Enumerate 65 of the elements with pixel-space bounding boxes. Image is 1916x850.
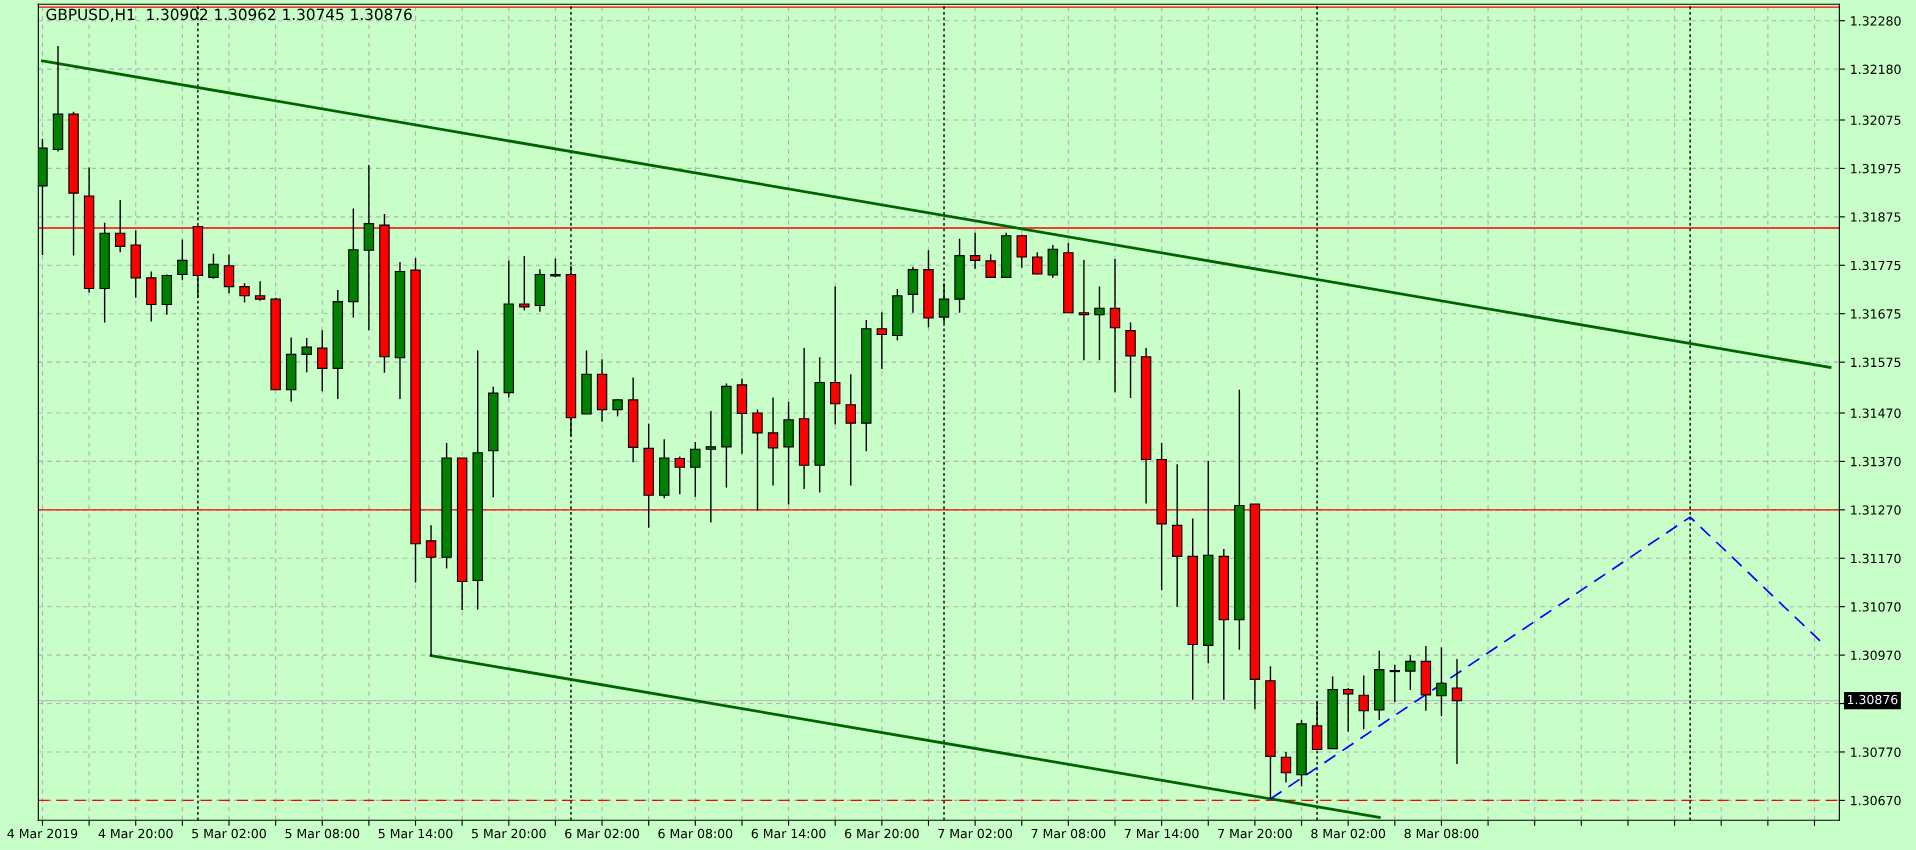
candlestick (1436, 646, 1447, 717)
candlestick (705, 410, 717, 524)
x-tick-label: 7 Mar 02:00 (938, 828, 1013, 839)
candlestick (1451, 658, 1463, 765)
candlestick (1389, 664, 1401, 703)
candlestick (254, 280, 266, 302)
candlestick (690, 441, 701, 498)
x-tick-label: 5 Mar 20:00 (472, 828, 546, 839)
y-tick-label: 1.31070 (1851, 602, 1901, 612)
candlestick (177, 238, 188, 281)
x-tick-label: 7 Mar 14:00 (1124, 828, 1199, 839)
chart-title: GBPUSD,H1 1.30902 1.30962 1.30745 1.30876 (46, 8, 412, 22)
candlestick (519, 255, 530, 312)
ref-line-label: 1.30876 (1847, 694, 1898, 705)
candlestick (1094, 285, 1105, 361)
candlestick (969, 232, 981, 270)
y-tick-label: 1.31370 (1851, 456, 1901, 467)
x-tick-label: 4 Mar 2019 (7, 828, 78, 839)
y-tick-label: 1.31270 (1851, 505, 1901, 515)
candlestick (1280, 751, 1292, 784)
x-tick-label: 8 Mar 02:00 (1311, 828, 1386, 839)
y-tick-label: 1.31675 (1851, 309, 1901, 319)
x-tick-label: 5 Mar 14:00 (378, 828, 453, 839)
candlestick (317, 329, 328, 392)
candlestick (985, 253, 996, 279)
candlestick (829, 285, 841, 426)
x-tick-label: 5 Mar 02:00 (192, 828, 266, 839)
candlestick (239, 282, 250, 304)
candlestick (301, 337, 312, 373)
x-tick-label: 6 Mar 14:00 (751, 828, 826, 839)
candlestick (425, 524, 437, 657)
candlestick (674, 455, 685, 496)
y-tick-label: 1.31575 (1851, 357, 1901, 368)
y-tick-label: 1.31875 (1851, 212, 1901, 222)
x-tick-label: 6 Mar 08:00 (658, 828, 733, 839)
x-tick-label: 6 Mar 20:00 (844, 828, 919, 839)
candlestick (1016, 234, 1027, 269)
x-tick-label: 8 Mar 08:00 (1404, 828, 1479, 839)
x-tick-label: 4 Mar 20:00 (98, 828, 173, 839)
y-tick-label: 1.31470 (1851, 408, 1901, 418)
y-tick-label: 1.30770 (1851, 747, 1901, 757)
y-tick-label: 1.31170 (1851, 553, 1901, 564)
x-tick-label: 6 Mar 02:00 (565, 828, 639, 839)
candlestick (876, 311, 888, 370)
candlestick (1358, 674, 1369, 730)
candlestick (845, 373, 856, 487)
candlestick (223, 253, 235, 295)
y-tick-label: 1.30970 (1851, 650, 1901, 661)
candlestick (1405, 654, 1416, 691)
candlestick (1032, 251, 1043, 276)
x-tick-label: 5 Mar 08:00 (285, 828, 360, 839)
candlestick (1342, 687, 1354, 733)
candlestick (1109, 258, 1121, 393)
x-tick-label: 7 Mar 20:00 (1218, 828, 1292, 839)
x-tick-label: 7 Mar 08:00 (1031, 828, 1106, 839)
y-tick-label: 1.31775 (1851, 260, 1901, 271)
candlestick (550, 257, 561, 278)
y-tick-label: 1.32180 (1851, 64, 1901, 75)
y-tick-label: 1.32075 (1851, 115, 1901, 125)
y-tick-label: 1.31975 (1851, 163, 1901, 174)
y-tick-label: 1.30670 (1851, 795, 1901, 806)
candlestick (208, 252, 219, 280)
candlestick (1078, 259, 1090, 361)
y-tick-label: 1.32280 (1851, 16, 1901, 26)
candlestick (767, 396, 779, 487)
